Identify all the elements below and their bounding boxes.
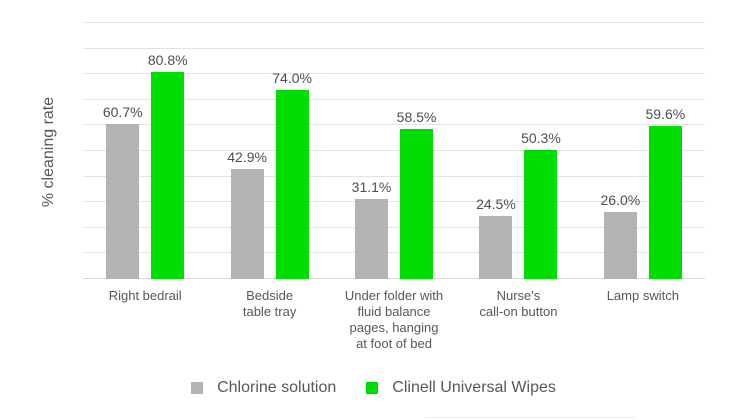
legend-item-clinell-universal-wipes: Clinell Universal Wipes (366, 379, 556, 397)
bar-column: 80.8% (148, 23, 188, 279)
bar-value-label: 42.9% (227, 149, 267, 166)
bar-group-under-folder-with: 31.1% 58.5% (332, 23, 456, 279)
bar-column: 60.7% (103, 23, 143, 279)
y-axis-label: % cleaning rate (40, 96, 57, 208)
bar-column: 59.6% (645, 23, 685, 279)
legend-label: Clinell Universal Wipes (392, 379, 556, 396)
gridline-10 (83, 252, 705, 254)
gridline-60 (83, 124, 705, 126)
category-label: Under folder with fluid balance pages, h… (344, 288, 444, 351)
bar-groups: 60.7% 80.8% 42.9% 74.0% 31.1% 58.5% 24.5% 50.3%… (83, 23, 705, 279)
gridline-80 (83, 73, 705, 75)
gridline-90 (83, 47, 705, 49)
bar-clinell-universal-wipes (275, 89, 309, 279)
gridline-0 (83, 278, 705, 279)
bar-chlorine-solution (106, 123, 140, 279)
gridline-20 (83, 226, 705, 228)
plot-area: 60.7% 80.8% 42.9% 74.0% 31.1% 58.5% 24.5% 50.3%… (83, 22, 705, 279)
bar-column: 50.3% (521, 23, 561, 279)
legend-swatch-icon (191, 382, 204, 394)
category-label: Bedside table tray (242, 288, 297, 319)
bar-column: 42.9% (227, 23, 267, 279)
category-label: Nurse's call-on button (479, 288, 558, 319)
bar-value-label: 74.0% (272, 69, 312, 86)
bar-column: 74.0% (272, 23, 312, 279)
gridline-100 (83, 22, 705, 23)
category-label: Right bedrail (108, 288, 182, 303)
bar-chlorine-solution (603, 212, 637, 279)
bar-group-lamp-switch: 26.0% 59.6% (581, 23, 705, 279)
legend: Chlorine solution Clinell Universal Wipes (0, 379, 747, 397)
bar-value-label: 58.5% (396, 109, 437, 126)
bar-column: 24.5% (476, 23, 516, 279)
bar-value-label: 26.0% (600, 192, 641, 209)
legend-label: Chlorine solution (217, 379, 337, 396)
bar-column: 31.1% (352, 23, 391, 279)
bar-clinell-universal-wipes (400, 129, 434, 279)
bar-value-label: 60.7% (102, 103, 143, 120)
bar-value-label: 59.6% (645, 106, 686, 123)
bar-group-right-bedrail: 60.7% 80.8% (83, 23, 207, 279)
gridlines (83, 22, 705, 279)
legend-item-chlorine-solution: Chlorine solution (191, 379, 336, 397)
bar-group-bedside: 42.9% 74.0% (207, 23, 331, 279)
bar-chlorine-solution (230, 169, 264, 279)
bar-column: 26.0% (600, 23, 640, 279)
bar-value-label: 31.1% (351, 179, 392, 196)
gridline-70 (83, 98, 705, 100)
legend-swatch-icon (366, 382, 379, 394)
bar-clinell-universal-wipes (648, 126, 682, 279)
bar-chlorine-solution (355, 199, 389, 279)
bar-clinell-universal-wipes (524, 150, 558, 279)
bar-chlorine-solution (479, 216, 513, 279)
cropped-element-edge (425, 417, 635, 418)
x-axis-labels: Right bedrail Bedside table tray Under fol… (83, 288, 705, 352)
bar-value-label: 24.5% (476, 196, 516, 213)
gridline-30 (83, 201, 705, 203)
bar-value-label: 80.8% (147, 52, 188, 69)
bar-value-label: 50.3% (521, 130, 561, 147)
gridline-40 (83, 175, 705, 177)
bar-group-nurse-s: 24.5% 50.3% (456, 23, 580, 279)
gridline-50 (83, 150, 705, 151)
category-label: Lamp switch (606, 288, 679, 303)
bar-clinell-universal-wipes (151, 72, 185, 279)
bar-column: 58.5% (397, 23, 436, 279)
